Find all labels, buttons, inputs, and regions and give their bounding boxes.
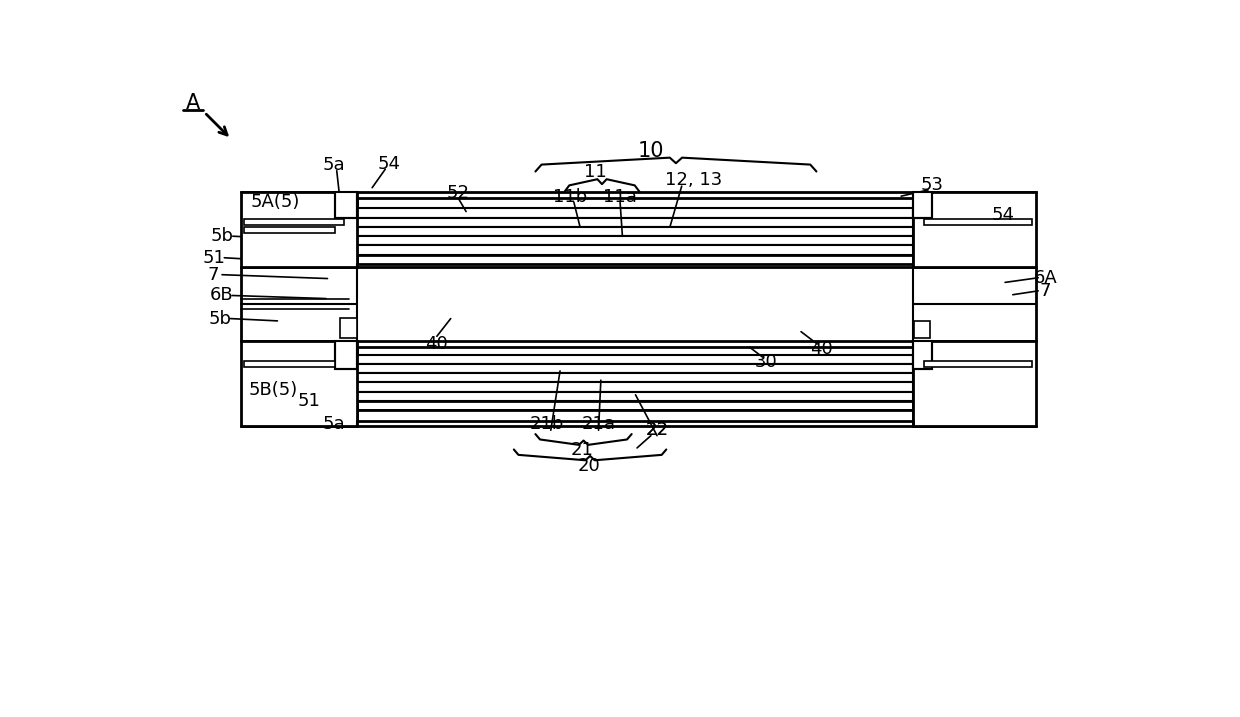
Text: 5b: 5b (211, 227, 233, 245)
Bar (913, 191, 932, 218)
Bar (357, 401, 913, 410)
Text: 11a: 11a (603, 188, 637, 206)
Bar (357, 255, 913, 264)
Text: 30: 30 (755, 353, 777, 371)
Bar (357, 347, 913, 355)
Text: 21: 21 (570, 441, 593, 460)
Text: 5A(5): 5A(5) (250, 193, 300, 211)
Bar (913, 341, 932, 369)
Bar (357, 209, 913, 218)
Text: 40: 40 (425, 335, 448, 353)
Text: 51: 51 (202, 249, 224, 267)
Text: 51: 51 (298, 392, 320, 410)
Text: 7: 7 (1039, 282, 1050, 300)
Text: 21b: 21b (529, 415, 564, 433)
Bar (244, 361, 335, 367)
Bar (242, 341, 357, 426)
Bar (335, 341, 357, 369)
Text: 5a: 5a (322, 415, 345, 433)
Bar (913, 191, 1035, 267)
Text: 7: 7 (208, 266, 219, 284)
Bar (357, 227, 913, 236)
Text: 40: 40 (811, 341, 833, 358)
Text: 20: 20 (578, 457, 600, 475)
Bar (357, 245, 913, 255)
Text: 11b: 11b (553, 188, 588, 206)
Bar (357, 391, 913, 401)
Text: 54: 54 (378, 155, 401, 173)
Text: 6B: 6B (210, 287, 233, 305)
Text: A: A (186, 93, 200, 113)
Bar (914, 321, 930, 338)
Text: 6A: 6A (1033, 269, 1056, 287)
Text: 5b: 5b (208, 310, 231, 328)
Text: 10: 10 (637, 141, 665, 161)
Bar (244, 227, 335, 233)
Text: 11: 11 (584, 163, 606, 181)
Bar (357, 218, 913, 227)
Text: 5B(5): 5B(5) (249, 381, 299, 399)
Text: 54: 54 (992, 206, 1016, 224)
Bar (244, 219, 345, 225)
Text: 52: 52 (446, 184, 470, 202)
Bar (340, 318, 357, 338)
Bar (357, 198, 913, 209)
Bar (924, 361, 1032, 367)
Text: 5a: 5a (322, 156, 345, 174)
Text: 21a: 21a (582, 415, 615, 433)
Text: 53: 53 (920, 176, 944, 194)
Text: 22: 22 (646, 421, 668, 440)
Bar (357, 382, 913, 391)
Bar (357, 236, 913, 245)
Bar (357, 355, 913, 364)
Bar (357, 410, 913, 421)
Bar (357, 364, 913, 374)
Bar (242, 191, 357, 267)
Bar (913, 341, 1035, 426)
Bar (335, 191, 357, 218)
Text: 12, 13: 12, 13 (665, 171, 722, 189)
Bar (357, 374, 913, 382)
Text: 22: 22 (646, 421, 668, 440)
Bar (924, 219, 1032, 225)
